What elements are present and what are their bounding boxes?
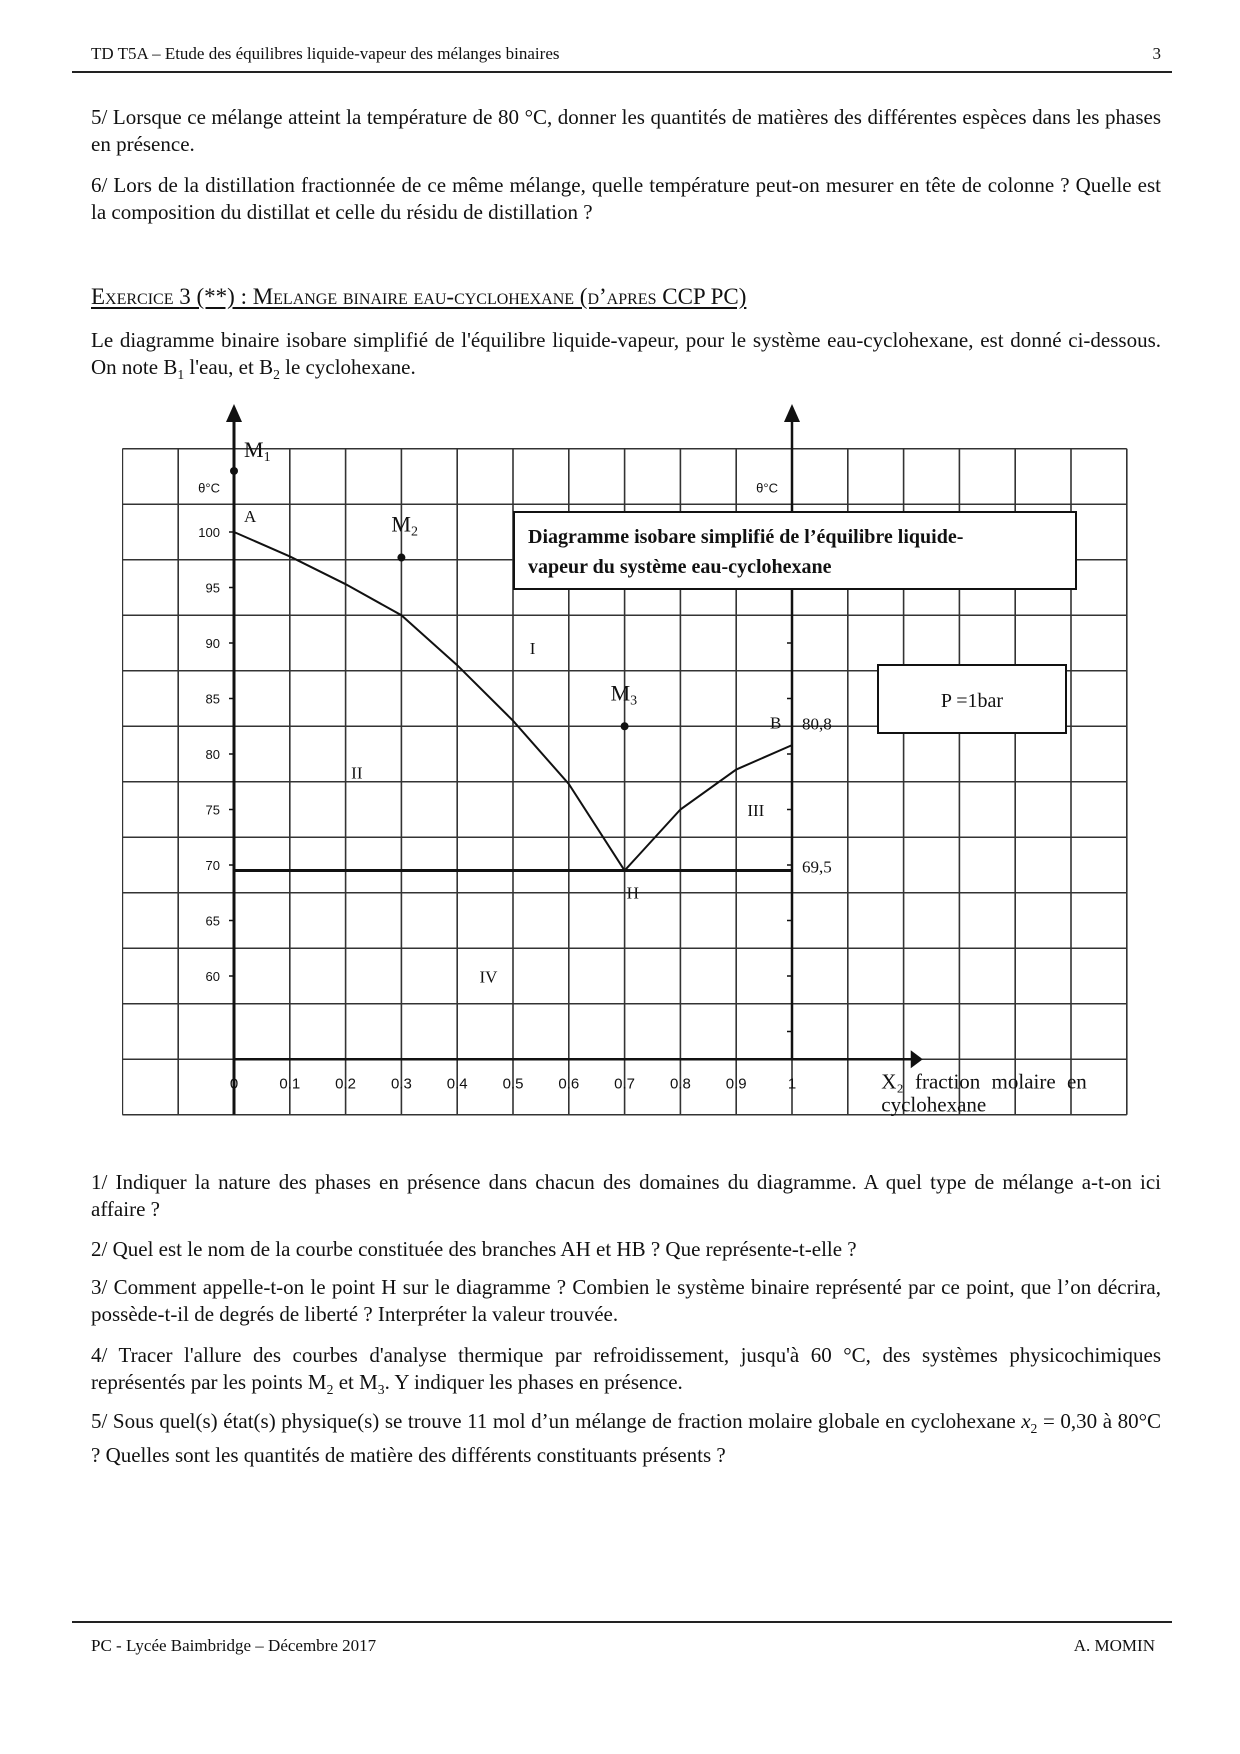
y-tick-label: 100 (198, 525, 220, 540)
x-tick-label: 0.8 (670, 1075, 691, 1092)
domain-label-III: III (747, 801, 764, 820)
y-tick-label: 75 (206, 803, 220, 818)
curve-AH (233, 531, 626, 872)
phase-diagram: 100 95 90 85 80 75 70 65 60 θ°C θ°C 0 0.1 0.2 0.3 0.4 0.… (122, 404, 1128, 1116)
x-tick-label: 1 (788, 1075, 796, 1092)
x-tick-label: 0.5 (503, 1075, 524, 1092)
y-tick-label: 85 (206, 692, 220, 707)
x-tick-label: 0.9 (726, 1075, 747, 1092)
question-6-previous: 6/ Lors de la distillation fractionnée d… (91, 173, 1161, 224)
value-label-80-8: 80,8 (802, 715, 832, 734)
page-header: TD T5A – Etude des équilibres liquide-va… (91, 44, 1161, 64)
question-2: 2/ Quel est le nom de la courbe constitu… (91, 1237, 857, 1261)
point-label-M3: M3 (611, 680, 638, 708)
x-axis-arrow (910, 1050, 923, 1069)
x-tick-label: 0 (230, 1075, 238, 1092)
footer-author: A. MOMIN (1073, 1636, 1155, 1655)
point-label-A: A (244, 507, 257, 526)
x-tick-label: 0.2 (335, 1075, 356, 1092)
point-label-M1: M1 (244, 437, 271, 465)
exercise-intro: Le diagramme binaire isobare simplifié d… (91, 328, 1161, 383)
footer-rule (72, 1621, 1172, 1623)
pressure-box (877, 664, 1067, 734)
footer-left: PC - Lycée Baimbridge – Décembre 2017 (91, 1636, 377, 1655)
chart-title-box (513, 511, 1077, 590)
y-tick-label: 90 (206, 636, 220, 651)
x-axis-label: X₂ fraction molaire en (881, 1069, 1087, 1093)
question-5: 5/ Sous quel(s) état(s) physique(s) se t… (91, 1409, 1161, 1468)
point-label-H: H (627, 883, 639, 902)
y-axis-label-left: θ°C (198, 481, 220, 496)
page-number: 3 (1152, 44, 1162, 63)
point-marker-M3 (620, 722, 629, 731)
point-label-M2: M2 (391, 512, 418, 540)
question-5-previous: 5/ Lorsque ce mélange atteint la tempéra… (91, 105, 1161, 156)
point-marker-M2 (397, 553, 406, 562)
header-title: TD T5A – Etude des équilibres liquide-va… (91, 44, 560, 63)
value-label-69-5: 69,5 (802, 858, 832, 877)
curve-HB (623, 744, 793, 872)
domain-label-II: II (351, 763, 363, 782)
y-axis-right-arrow (784, 404, 800, 422)
x-tick-label: 0.3 (391, 1075, 412, 1092)
header-rule (72, 71, 1172, 73)
exercise-title: Exercice 3 (**) : Melange binaire eau-cy… (91, 284, 747, 309)
question-3: 3/ Comment appelle-t-on le point H sur l… (91, 1275, 1161, 1326)
x-tick-label: 0.4 (447, 1075, 468, 1092)
y-tick-label: 70 (206, 858, 220, 873)
domain-label-IV: IV (480, 968, 499, 987)
y-tick-label: 80 (206, 747, 220, 762)
x-tick-label: 0.6 (558, 1075, 579, 1092)
y-tick-label: 65 (206, 914, 220, 929)
point-label-B: B (770, 713, 781, 732)
pressure-label: P =1bar (941, 690, 1004, 712)
x-tick-label: 0.7 (614, 1075, 635, 1092)
y-axis-left-arrow (226, 404, 242, 422)
y-axis-label-right: θ°C (756, 481, 778, 496)
domain-label-I: I (530, 639, 536, 658)
y-tick-label: 60 (206, 969, 220, 984)
point-marker-M1 (230, 466, 238, 475)
question-1: 1/ Indiquer la nature des phases en prés… (91, 1170, 1161, 1221)
x-tick-label: 0.1 (279, 1075, 300, 1092)
y-tick-label: 95 (206, 581, 220, 596)
chart-title-line: Diagramme isobare simplifié de l’équilib… (528, 526, 963, 548)
x-axis-label-2: cyclohexane (881, 1092, 986, 1116)
chart-title-line: vapeur du système eau-cyclohexane (528, 556, 832, 578)
question-4: 4/ Tracer l'allure des courbes d'analyse… (91, 1343, 1161, 1398)
